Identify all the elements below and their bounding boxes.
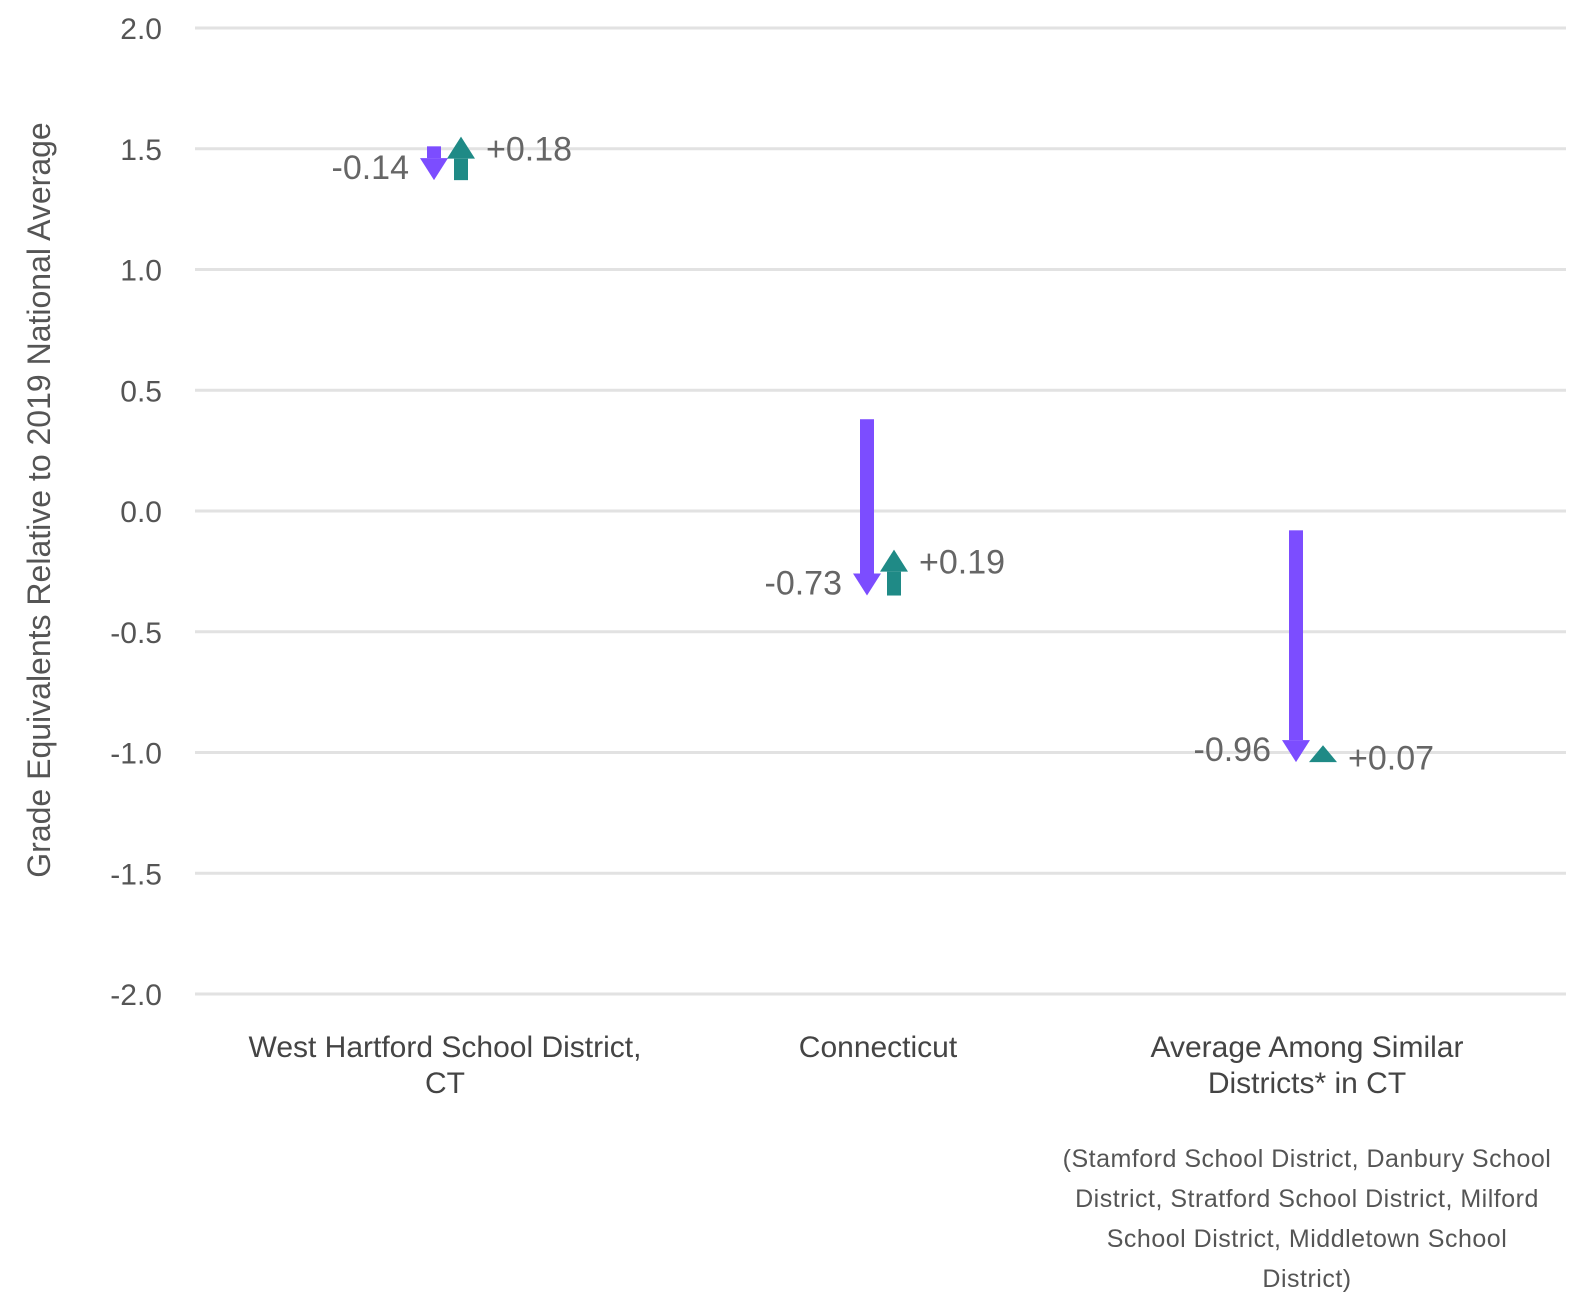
- recovery-arrow-head: [1309, 745, 1337, 763]
- category-label: West Hartford School District,: [249, 1031, 642, 1064]
- decline-arrow: [1282, 530, 1310, 763]
- recovery-value-label: +0.18: [486, 131, 572, 169]
- y-axis-label: Grade Equivalents Relative to 2019 Natio…: [21, 122, 57, 877]
- category-label: Connecticut: [799, 1031, 958, 1064]
- decline-arrow-head: [853, 573, 881, 596]
- y-tick-label: 0.0: [120, 496, 162, 529]
- y-tick-label: -2.0: [110, 979, 162, 1012]
- recovery-arrow-shaft: [887, 571, 901, 596]
- y-tick-label: -1.0: [110, 738, 162, 771]
- category-labels: West Hartford School District,CT Connecti…: [249, 1031, 1552, 1293]
- recovery-arrow: [1309, 745, 1337, 763]
- decline-value-label: -0.73: [765, 565, 843, 603]
- decline-arrow-shaft: [860, 419, 874, 574]
- recovery-arrow-head: [447, 136, 475, 159]
- y-tick-label: 1.0: [120, 255, 162, 288]
- y-tick-label: 1.5: [120, 134, 162, 167]
- decline-arrow-head: [1282, 740, 1310, 763]
- category-subtitle: District, Stratford School District, Mil…: [1075, 1185, 1539, 1213]
- arrows: -0.14 +0.18 -0.73 +0.19 -0.96 +0.07: [332, 131, 1435, 778]
- recovery-arrow-head: [880, 549, 908, 572]
- decline-arrow-head: [420, 158, 448, 181]
- y-axis-ticks: 2.0 1.5 1.0 0.5 0.0 -0.5 -1.0 -1.5 -2.0: [110, 13, 162, 1012]
- decline-value-label: -0.14: [332, 149, 410, 187]
- y-tick-label: 2.0: [120, 13, 162, 46]
- recovery-arrow: [880, 549, 908, 596]
- decline-value-label: -0.96: [1194, 731, 1272, 769]
- decline-arrow: [420, 146, 448, 181]
- category-label: Districts* in CT: [1208, 1067, 1406, 1100]
- recovery-value-label: +0.07: [1348, 739, 1434, 777]
- decline-arrow: [853, 419, 881, 596]
- category-label: Average Among Similar: [1151, 1031, 1464, 1064]
- category-subtitle: School District, Middletown School: [1107, 1225, 1508, 1253]
- recovery-arrow: [447, 136, 475, 181]
- recovery-value-label: +0.19: [919, 544, 1005, 582]
- decline-arrow-shaft: [427, 146, 441, 159]
- y-tick-label: -0.5: [110, 617, 162, 650]
- category-label: CT: [425, 1067, 465, 1100]
- category-subtitle: District): [1262, 1265, 1351, 1293]
- decline-arrow-shaft: [1289, 530, 1303, 741]
- category-subtitle: (Stamford School District, Danbury Schoo…: [1063, 1145, 1552, 1173]
- y-tick-label: 0.5: [120, 375, 162, 408]
- gridlines: [195, 26, 1566, 996]
- y-tick-label: -1.5: [110, 858, 162, 891]
- recovery-arrow-shaft: [454, 158, 468, 181]
